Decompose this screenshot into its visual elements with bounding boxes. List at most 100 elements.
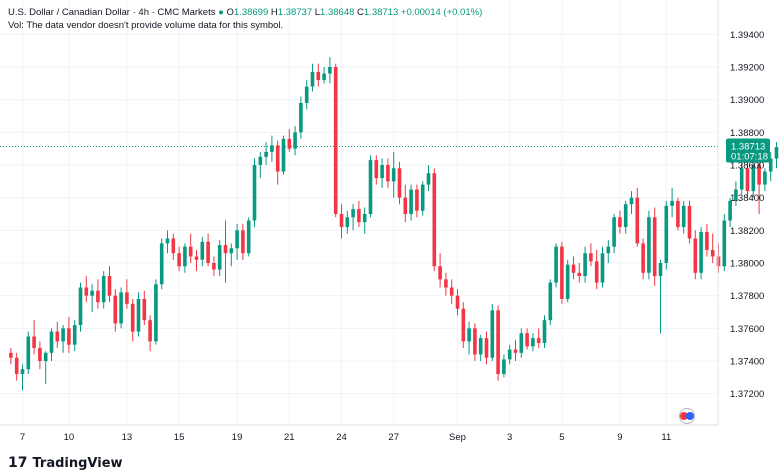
candle-body <box>125 292 129 304</box>
candle <box>67 316 71 353</box>
candle-body <box>310 71 315 87</box>
candle <box>368 155 373 218</box>
candle-body <box>612 217 616 247</box>
candle-body <box>142 298 147 321</box>
candle <box>235 223 239 260</box>
candle <box>647 210 651 280</box>
y-tick-label: 1.38200 <box>730 226 764 237</box>
candle-body <box>229 248 234 254</box>
candle <box>386 158 390 188</box>
candle-body <box>676 200 680 228</box>
candle <box>55 321 60 348</box>
candle <box>652 207 657 286</box>
x-tick-label: 19 <box>232 432 243 443</box>
candle-body <box>270 145 274 152</box>
candle <box>217 240 222 277</box>
candle-body <box>681 205 686 228</box>
open-value: 1.38699 <box>233 7 269 18</box>
candle-body <box>171 238 176 254</box>
candle-body <box>600 253 605 283</box>
news-badge-icon[interactable] <box>677 407 697 425</box>
x-tick-label: 5 <box>559 432 564 443</box>
candle <box>426 165 431 192</box>
candle-body <box>368 160 373 214</box>
candle-body <box>710 249 715 257</box>
candle-body <box>670 200 674 206</box>
candle <box>531 333 535 352</box>
candle-body <box>107 276 112 296</box>
candle <box>757 158 761 214</box>
x-axis[interactable]: 7 10 13 15 19 21 24 27 Sep 3 5 9 11 <box>20 432 671 443</box>
candle <box>745 158 750 198</box>
candle <box>287 129 292 152</box>
candle-body <box>420 184 425 211</box>
candle-body <box>188 246 193 257</box>
candle-body <box>206 241 210 263</box>
candle-body <box>49 331 54 353</box>
candle <box>229 243 234 267</box>
candle-body <box>61 328 65 342</box>
candle <box>502 354 506 378</box>
candle-body <box>328 67 332 74</box>
candle-body <box>647 217 651 273</box>
candle-body <box>154 284 158 342</box>
candle-body <box>339 214 344 228</box>
candle-body <box>635 197 640 244</box>
candle <box>194 249 199 272</box>
tradingview-logo[interactable]: 17 TradingView <box>8 455 123 471</box>
candle <box>635 187 640 247</box>
candle-body <box>380 165 384 179</box>
high-label: H <box>270 7 278 18</box>
candle <box>600 246 605 288</box>
candle <box>177 246 181 272</box>
candle <box>154 279 158 345</box>
candle-body <box>299 102 303 133</box>
candle-body <box>183 246 187 267</box>
y-tick-label: 1.39000 <box>730 95 764 106</box>
candle <box>403 184 408 223</box>
y-axis[interactable]: 1.39400 1.39200 1.39000 1.38800 1.38600 1.384… <box>730 30 764 400</box>
candle-body <box>774 147 779 159</box>
candle <box>774 142 779 169</box>
candle-body <box>658 263 663 277</box>
candle-body <box>403 197 408 214</box>
candle-body <box>525 333 529 347</box>
candle-body <box>618 217 622 228</box>
candle <box>739 161 744 195</box>
candle-body <box>548 282 553 321</box>
symbol-title[interactable]: U.S. Dollar / Canadian Dollar · 4h · CMC… <box>8 7 216 18</box>
tradingview-mark-icon: 17 <box>8 455 28 471</box>
candle-body <box>455 295 460 309</box>
last-price-value: 1.38713 <box>731 142 765 153</box>
candle <box>113 289 118 332</box>
candle <box>705 223 709 257</box>
candle <box>107 266 112 303</box>
candle-body <box>652 217 657 277</box>
x-tick-label: 27 <box>388 432 399 443</box>
y-tick-label: 1.37800 <box>730 291 764 302</box>
candle-body <box>739 168 744 190</box>
candle-body <box>415 189 419 211</box>
candle <box>415 184 419 218</box>
candle <box>258 151 263 179</box>
candle-body <box>101 276 106 303</box>
x-tick-label: 13 <box>122 432 133 443</box>
candle <box>333 63 338 218</box>
x-tick-label: 24 <box>336 432 347 443</box>
candle-body <box>20 369 25 375</box>
candle <box>84 276 89 303</box>
candle <box>554 243 558 288</box>
candle-body <box>130 303 135 332</box>
candle <box>594 249 599 290</box>
candle-body <box>664 205 669 263</box>
candle-body <box>432 173 437 267</box>
candle <box>420 181 425 216</box>
candle <box>618 210 622 234</box>
candle <box>20 364 25 391</box>
candle <box>241 223 245 260</box>
candle <box>670 187 674 218</box>
candle <box>490 303 495 361</box>
candle-body <box>194 256 199 260</box>
candle-body <box>745 168 750 192</box>
